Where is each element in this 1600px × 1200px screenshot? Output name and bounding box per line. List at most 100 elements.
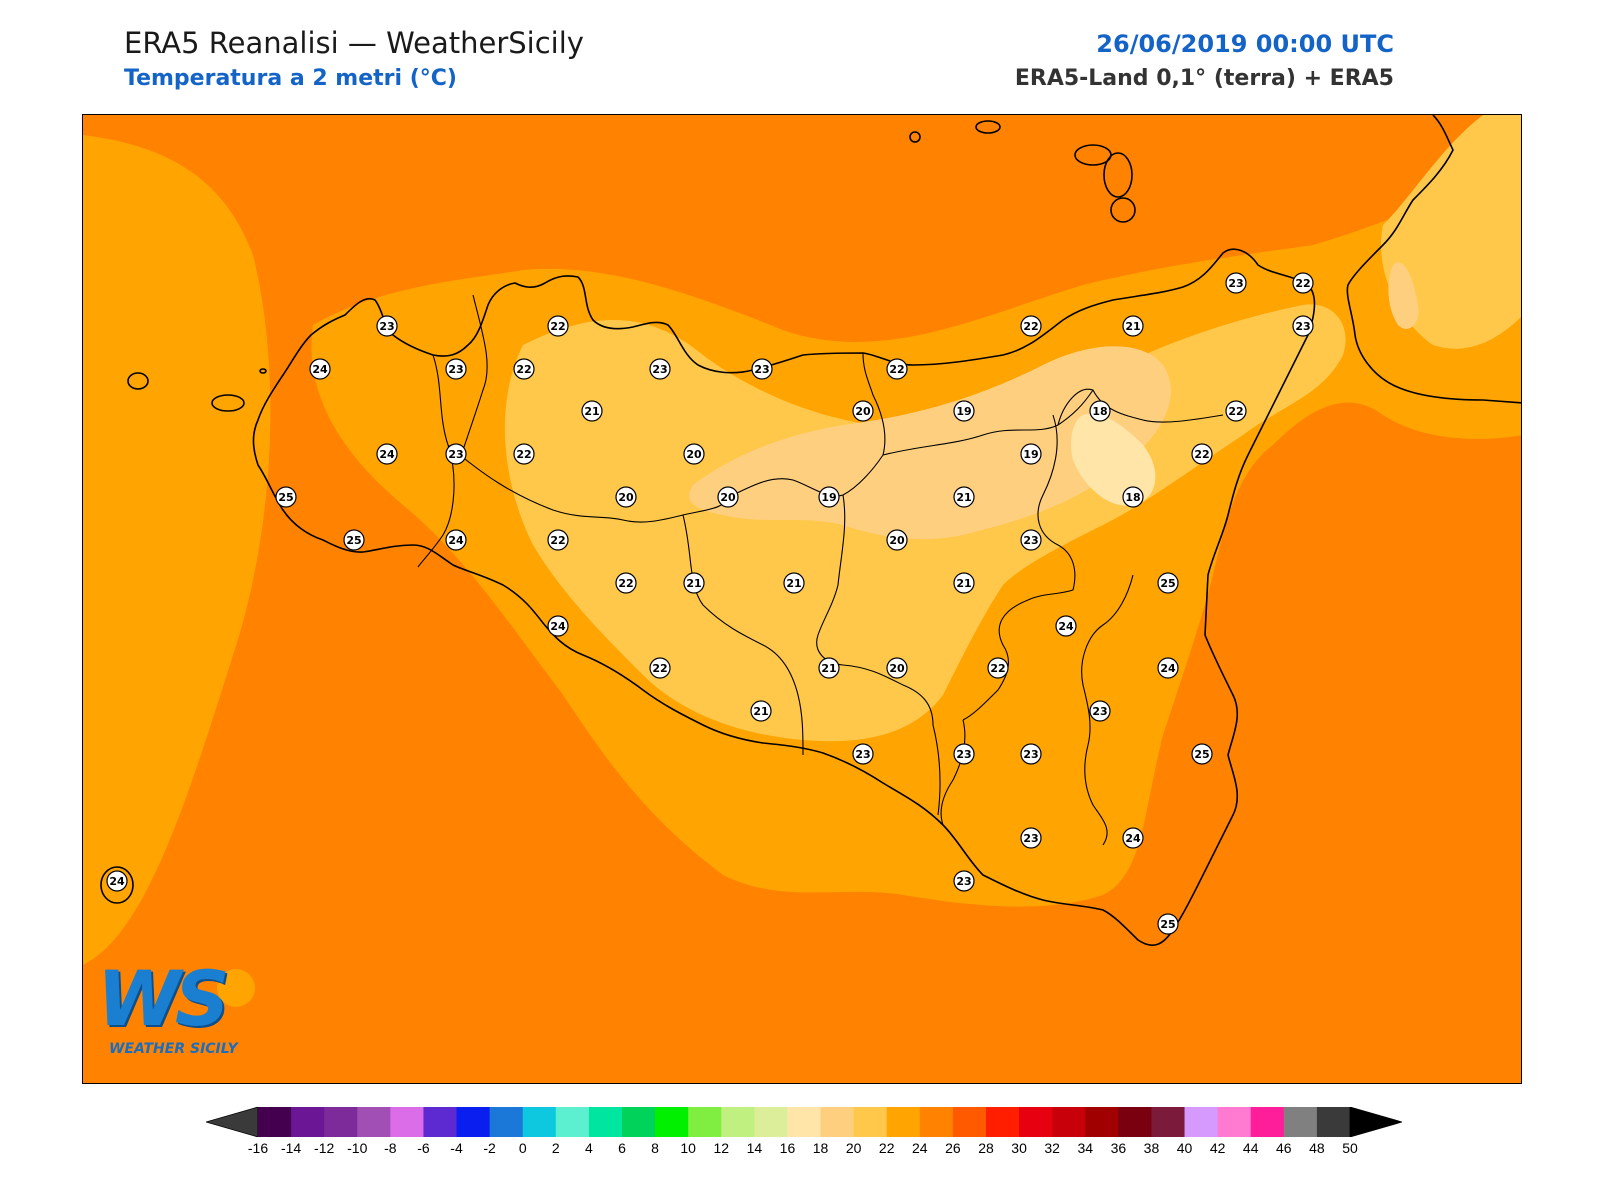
colorbar-tick: 2 [551,1140,560,1156]
station-marker: 24 [376,443,398,465]
border-cl-en [816,494,941,816]
station-circle [751,358,773,380]
station-value: 24 [1058,620,1074,633]
colorbar-tick: -16 [247,1140,269,1156]
station-marker: 23 [1020,529,1042,551]
colorbar-swatch [952,1107,987,1137]
colorbar-tick-labels: -16 -14 -12 -10 -8 -6 -4 -2 0 2 4 6 8 10 12 14 16 18 20 22 2… [0,1140,1600,1160]
colorbar-tick: -14 [280,1140,302,1156]
station-marker: 22 [1292,272,1314,294]
station-circle [886,529,908,551]
station-circle [649,358,671,380]
station-marker: 23 [445,358,467,380]
station-circle [581,400,603,422]
station-value: 22 [516,448,531,461]
station-value: 24 [448,534,464,547]
station-value: 23 [1023,832,1038,845]
station-marker: 21 [953,486,975,508]
map-canvas: 23 22 24 23 22 23 23 22 22 21 23 22 23 21 20 19 18 22 24 23… [83,115,1521,965]
colorbar-tick: -12 [314,1140,335,1156]
station-circle [1020,827,1042,849]
calabria-coast [1346,115,1521,404]
colorbar-tick: 4 [585,1140,593,1156]
island-egadi-1 [127,372,149,390]
station-circle [953,572,975,594]
map-source: ERA5-Land 0,1° (terra) + ERA5 [1014,66,1394,91]
station-value: 21 [1125,320,1140,333]
station-marker: 22 [1191,443,1213,465]
station-circle [783,572,805,594]
colorbar-tick: 34 [1077,1140,1094,1156]
station-marker: 21 [1122,315,1144,337]
station-marker: 23 [852,743,874,765]
colorbar-tick: 12 [713,1140,730,1156]
station-circle [1089,700,1111,722]
colorbar-swatch [258,1107,292,1137]
station-marker: 22 [987,657,1009,679]
station-marker: 23 [1225,272,1247,294]
colorbar-tick: 6 [618,1140,626,1156]
weathersicily-logo: WS WEATHER SICILY [97,959,257,1067]
station-value: 24 [109,875,125,888]
colorbar-swatch [324,1107,358,1137]
station-marker: 20 [615,486,637,508]
station-circle [1055,615,1077,637]
station-circle [1122,486,1144,508]
station-value: 19 [821,491,836,504]
station-marker: 23 [953,870,975,892]
station-value: 22 [550,320,565,333]
colorbar-swatch [555,1107,590,1137]
colorbar-tick: -8 [384,1140,397,1156]
station-value: 22 [652,662,667,675]
station-marker: 21 [581,400,603,422]
station-value: 22 [1023,320,1038,333]
station-marker: 18 [1089,400,1111,422]
station-value: 22 [550,534,565,547]
station-value: 25 [346,534,361,547]
station-marker: 22 [649,657,671,679]
station-value: 21 [956,577,971,590]
island-aeolian-2 [1103,152,1133,198]
station-marker: 22 [1225,400,1247,422]
station-marker: 23 [1089,700,1111,722]
colorbar-arrow-right [1349,1107,1402,1137]
station-circle [886,358,908,380]
colorbar-tick: 22 [878,1140,895,1156]
border-me-ct [962,414,1076,721]
station-value: 22 [889,363,904,376]
station-value: 23 [379,320,394,333]
sicily-coast [252,248,1316,946]
station-marker: 20 [717,486,739,508]
station-marker: 25 [1157,572,1179,594]
station-marker: 22 [547,315,569,337]
station-marker: 22 [886,358,908,380]
station-value: 23 [1023,748,1038,761]
band-16-18 [1071,414,1156,506]
station-circle [953,400,975,422]
province-borders [417,294,1224,846]
station-circle [1157,657,1179,679]
station-marker: 20 [683,443,705,465]
station-marker: 21 [818,657,840,679]
station-value: 18 [1125,491,1140,504]
colorbar-swatch [919,1107,954,1137]
station-marker: 22 [1020,315,1042,337]
station-circle [683,572,705,594]
station-marker: 24 [1055,615,1077,637]
colorbar-tick: 0 [518,1140,527,1156]
station-circle [513,358,535,380]
map-subtitle: Temperatura a 2 metri (°C) [124,66,457,91]
station-circle [1225,400,1247,422]
station-value: 23 [1092,705,1107,718]
station-circle [1292,315,1314,337]
station-circle [547,315,569,337]
colorbar-tick: 20 [845,1140,862,1156]
station-value: 20 [889,534,905,547]
station-value: 23 [754,363,769,376]
temperature-map[interactable]: 23 22 24 23 22 23 23 22 22 21 23 22 23 21 20 19 18 22 24 23… [82,114,1522,1084]
station-marker: 24 [309,358,331,380]
border-pa-cl [732,352,886,497]
station-value: 23 [652,363,667,376]
station-circle [1157,913,1179,935]
station-circle [1020,443,1042,465]
